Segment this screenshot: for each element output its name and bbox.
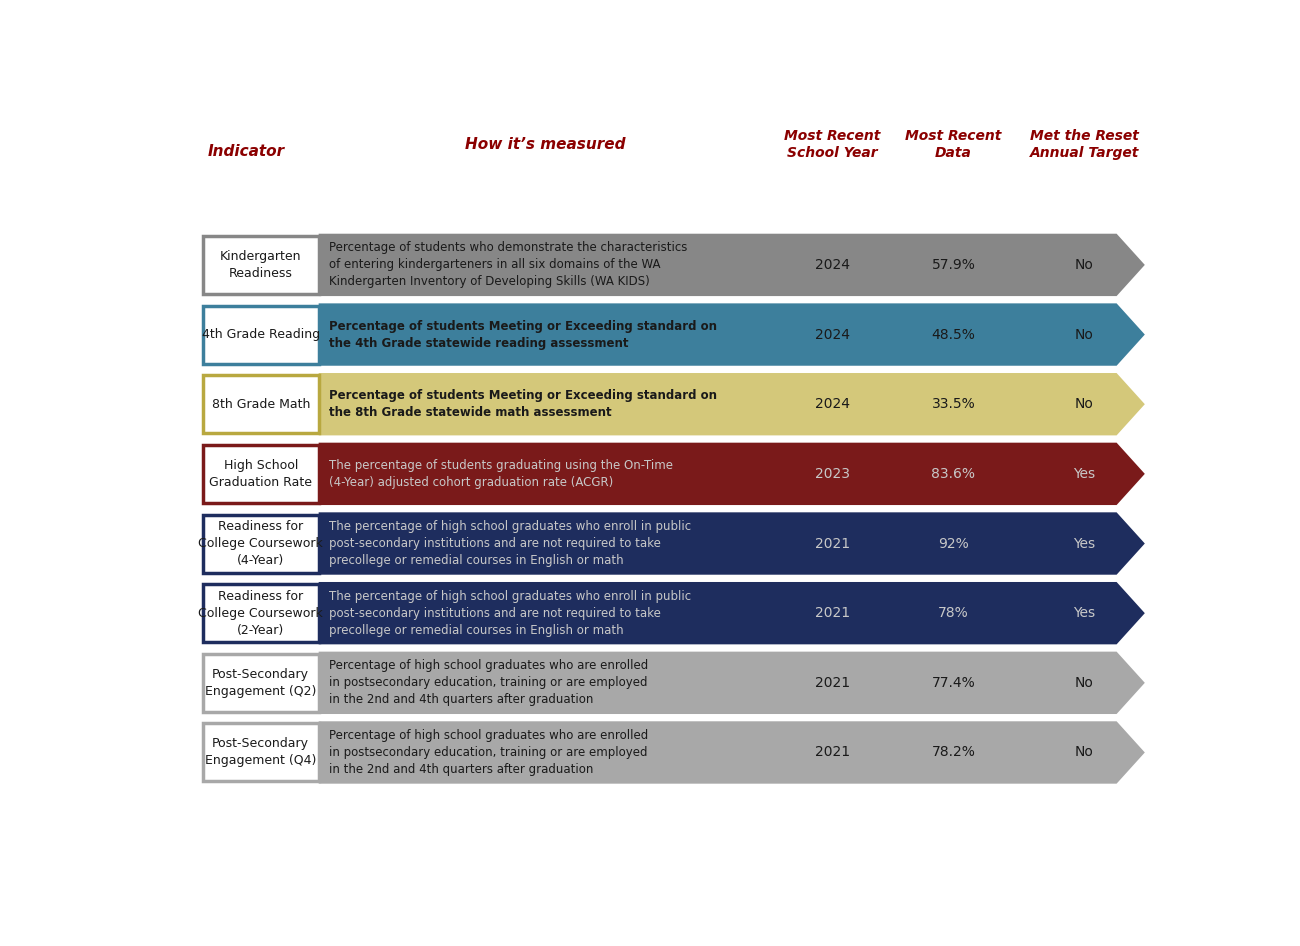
Text: Post-Secondary
Engagement (Q2): Post-Secondary Engagement (Q2)	[205, 668, 316, 698]
Text: 2021: 2021	[815, 606, 850, 621]
Polygon shape	[318, 234, 1145, 296]
Text: High School
Graduation Rate: High School Graduation Rate	[209, 459, 312, 489]
Text: 57.9%: 57.9%	[931, 258, 975, 272]
Text: Most Recent
School Year: Most Recent School Year	[784, 130, 880, 160]
Text: Met the Reset
Annual Target: Met the Reset Annual Target	[1030, 130, 1139, 160]
FancyBboxPatch shape	[203, 724, 318, 781]
Text: 4th Grade Reading: 4th Grade Reading	[202, 328, 320, 342]
Text: No: No	[1075, 258, 1093, 272]
Text: The percentage of students graduating using the On-Time
(4-Year) adjusted cohort: The percentage of students graduating us…	[329, 459, 672, 489]
Polygon shape	[318, 443, 1145, 505]
Text: Readiness for
College Coursework
(2-Year): Readiness for College Coursework (2-Year…	[199, 589, 324, 637]
FancyBboxPatch shape	[203, 306, 318, 363]
Text: 48.5%: 48.5%	[931, 327, 975, 342]
Text: The percentage of high school graduates who enroll in public
post-secondary inst: The percentage of high school graduates …	[329, 520, 690, 567]
Text: 33.5%: 33.5%	[932, 397, 975, 412]
Polygon shape	[318, 652, 1145, 714]
Text: 78%: 78%	[939, 606, 968, 621]
Text: 2021: 2021	[815, 536, 850, 551]
Text: 2023: 2023	[815, 467, 850, 481]
Text: No: No	[1075, 397, 1093, 412]
Text: No: No	[1075, 745, 1093, 760]
Text: 2021: 2021	[815, 675, 850, 690]
Text: How it’s measured: How it’s measured	[465, 137, 625, 152]
Text: Post-Secondary
Engagement (Q4): Post-Secondary Engagement (Q4)	[205, 738, 316, 767]
Text: The percentage of high school graduates who enroll in public
post-secondary inst: The percentage of high school graduates …	[329, 589, 690, 637]
Text: Kindergarten
Readiness: Kindergarten Readiness	[220, 250, 302, 280]
Polygon shape	[318, 513, 1145, 575]
Text: Yes: Yes	[1074, 467, 1096, 481]
Text: 2021: 2021	[815, 745, 850, 760]
Text: Percentage of students who demonstrate the characteristics
of entering kindergar: Percentage of students who demonstrate t…	[329, 241, 688, 289]
Text: Percentage of students Meeting or Exceeding standard on
the 8th Grade statewide : Percentage of students Meeting or Exceed…	[329, 389, 716, 419]
Text: Yes: Yes	[1074, 536, 1096, 551]
Text: 78.2%: 78.2%	[931, 745, 975, 760]
FancyBboxPatch shape	[203, 585, 318, 642]
Polygon shape	[318, 304, 1145, 366]
Polygon shape	[318, 721, 1145, 783]
FancyBboxPatch shape	[203, 515, 318, 572]
FancyBboxPatch shape	[203, 236, 318, 294]
Polygon shape	[318, 582, 1145, 644]
Text: 2024: 2024	[815, 327, 850, 342]
Polygon shape	[318, 373, 1145, 435]
Text: Percentage of high school graduates who are enrolled
in postsecondary education,: Percentage of high school graduates who …	[329, 659, 647, 707]
Text: 8th Grade Math: 8th Grade Math	[212, 397, 309, 411]
Text: Indicator: Indicator	[208, 144, 285, 159]
Text: 77.4%: 77.4%	[932, 675, 975, 690]
Text: 2024: 2024	[815, 258, 850, 272]
FancyBboxPatch shape	[203, 654, 318, 711]
Text: 2024: 2024	[815, 397, 850, 412]
Text: Most Recent
Data: Most Recent Data	[905, 130, 1001, 160]
Text: 92%: 92%	[939, 536, 968, 551]
Text: Yes: Yes	[1074, 606, 1096, 621]
FancyBboxPatch shape	[203, 445, 318, 503]
Text: No: No	[1075, 327, 1093, 342]
Text: Readiness for
College Coursework
(4-Year): Readiness for College Coursework (4-Year…	[199, 520, 324, 567]
FancyBboxPatch shape	[203, 376, 318, 433]
Text: Percentage of high school graduates who are enrolled
in postsecondary education,: Percentage of high school graduates who …	[329, 729, 647, 776]
Text: No: No	[1075, 675, 1093, 690]
Text: Percentage of students Meeting or Exceeding standard on
the 4th Grade statewide : Percentage of students Meeting or Exceed…	[329, 320, 716, 350]
Text: 83.6%: 83.6%	[931, 467, 975, 481]
